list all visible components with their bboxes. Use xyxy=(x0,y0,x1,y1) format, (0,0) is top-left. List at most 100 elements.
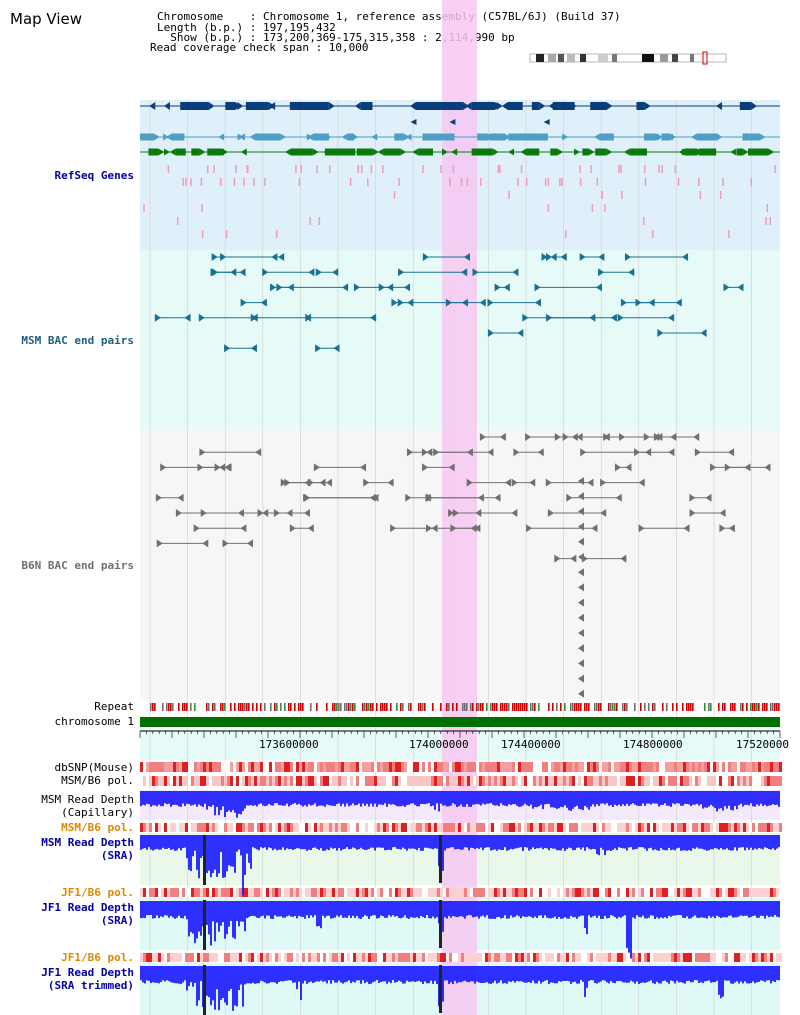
depth-bar xyxy=(674,835,676,851)
polymorphism-mark xyxy=(398,776,401,786)
depth-bar xyxy=(360,791,362,807)
polymorphism-mark xyxy=(257,762,260,772)
pink-tick xyxy=(479,178,482,186)
depth-bar xyxy=(548,901,550,919)
polymorphism-mark xyxy=(680,762,683,772)
depth-bar xyxy=(548,966,550,984)
depth-bar xyxy=(384,901,386,918)
polymorphism-mark xyxy=(290,776,293,786)
depth-bar xyxy=(576,901,578,919)
depth-bar xyxy=(690,791,692,807)
polymorphism-mark xyxy=(389,953,392,962)
depth-bar xyxy=(500,835,502,850)
polymorphism-mark xyxy=(164,823,167,832)
depth-bar xyxy=(350,966,352,984)
polymorphism-mark xyxy=(611,762,614,772)
depth-bar xyxy=(462,966,464,982)
depth-bar xyxy=(340,835,342,851)
depth-bar xyxy=(578,835,580,848)
depth-bar xyxy=(514,791,516,805)
repeat-mark xyxy=(688,703,690,711)
bac-end-marker xyxy=(560,253,567,261)
repeat-mark xyxy=(532,703,534,711)
depth-bar xyxy=(462,791,464,807)
depth-bar xyxy=(750,901,752,917)
depth-bar xyxy=(666,791,668,806)
depth-bar xyxy=(570,791,572,811)
polymorphism-mark xyxy=(752,953,755,962)
pink-tick xyxy=(253,178,255,186)
depth-bar xyxy=(374,966,376,982)
polymorphism-mark xyxy=(407,776,410,786)
depth-bar xyxy=(698,791,700,806)
depth-bar xyxy=(754,901,756,916)
depth-bar xyxy=(636,966,638,982)
repeat-mark xyxy=(380,703,382,711)
polymorphism-mark xyxy=(254,953,257,962)
depth-bar xyxy=(680,901,682,916)
depth-bar xyxy=(720,966,722,999)
polymorphism-mark xyxy=(407,953,410,962)
pink-tick xyxy=(517,178,519,186)
repeat-mark xyxy=(208,703,210,711)
bac-end-marker xyxy=(529,478,536,487)
depth-bar xyxy=(282,966,284,982)
depth-bar xyxy=(144,901,146,919)
polymorphism-mark xyxy=(413,953,416,962)
depth-bar xyxy=(318,791,320,806)
depth-bar xyxy=(180,966,182,984)
depth-bar xyxy=(604,901,606,917)
polymorphism-mark xyxy=(185,762,188,772)
depth-bar xyxy=(426,791,428,804)
polymorphism-mark xyxy=(359,823,362,832)
polymorphism-mark xyxy=(524,888,527,897)
polymorphism-mark xyxy=(227,776,230,786)
polymorphism-mark xyxy=(740,762,743,772)
pink-tick xyxy=(167,165,170,173)
depth-bar xyxy=(344,791,346,807)
polymorphism-mark xyxy=(404,953,407,962)
bac-end-marker xyxy=(398,268,405,277)
depth-bar xyxy=(518,966,520,982)
track-label-b6n-bac[interactable]: B6N BAC end pairs xyxy=(21,559,134,572)
gene-block xyxy=(255,133,273,141)
depth-bar xyxy=(630,901,632,959)
polymorphism-mark xyxy=(527,953,530,962)
depth-bar xyxy=(582,901,584,916)
bac-end-marker xyxy=(472,268,479,277)
polymorphism-mark xyxy=(548,776,551,786)
depth-bar xyxy=(724,835,726,850)
polymorphism-mark xyxy=(143,888,146,897)
depth-bar xyxy=(358,791,360,804)
repeat-mark xyxy=(724,703,726,711)
ideogram-band xyxy=(690,54,694,62)
pink-tick xyxy=(774,165,776,173)
bac-end-marker xyxy=(600,478,607,487)
depth-bar xyxy=(214,966,216,1010)
depth-bar xyxy=(682,835,684,851)
polymorphism-mark xyxy=(452,762,455,772)
track-label-refseq[interactable]: RefSeq Genes xyxy=(54,169,134,182)
depth-bar xyxy=(490,791,492,804)
depth-bar xyxy=(694,791,696,805)
bac-end-marker xyxy=(425,524,432,533)
depth-bar xyxy=(602,791,604,804)
polymorphism-mark xyxy=(140,762,143,772)
polymorphism-mark xyxy=(347,762,350,772)
depth-bar xyxy=(776,791,778,805)
track-label-msm-bac[interactable]: MSM BAC end pairs xyxy=(21,334,134,347)
depth-bar xyxy=(400,835,402,850)
depth-bar xyxy=(368,835,370,849)
polymorphism-mark xyxy=(482,953,485,962)
depth-bar xyxy=(338,901,340,917)
polymorphism-mark xyxy=(440,888,443,897)
polymorphism-mark xyxy=(251,888,254,897)
polymorphism-mark xyxy=(620,888,623,897)
depth-bar xyxy=(536,901,538,918)
depth-bar xyxy=(144,966,146,984)
depth-bar xyxy=(290,901,292,917)
depth-bar xyxy=(730,791,732,810)
repeat-mark xyxy=(478,703,480,711)
polymorphism-mark xyxy=(206,953,209,962)
